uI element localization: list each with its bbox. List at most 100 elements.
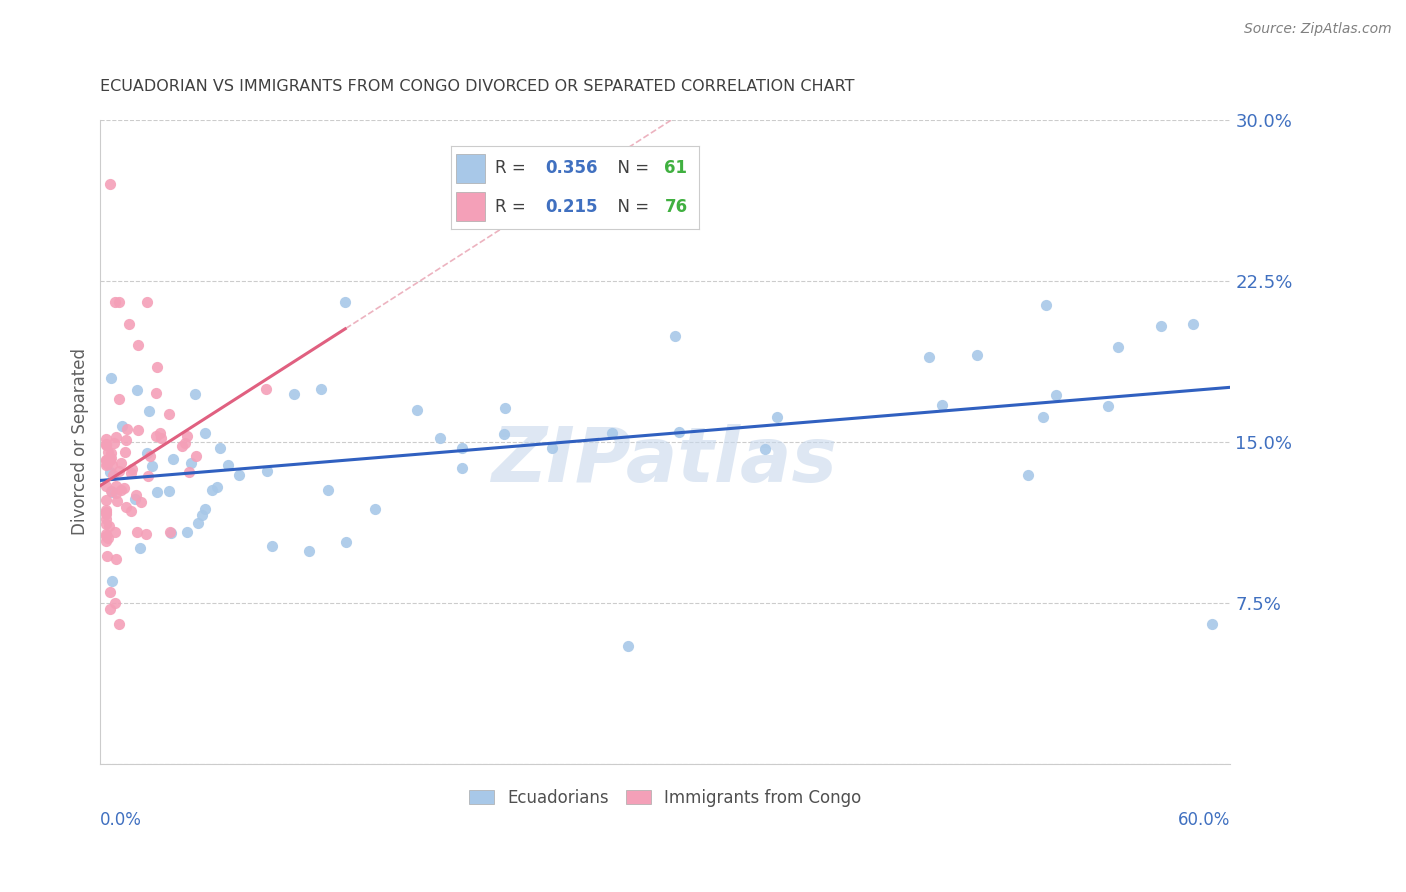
Point [104, 479, 127, 493]
Point [97, 444, 120, 458]
Point [104, 429, 127, 443]
Point [136, 446, 159, 460]
Point [110, 456, 132, 470]
Point [283, 386, 305, 401]
Point [1045, 387, 1067, 401]
Point [309, 382, 332, 396]
Point [96, 436, 118, 450]
Point [97, 531, 120, 545]
Text: Source: ZipAtlas.com: Source: ZipAtlas.com [1244, 22, 1392, 37]
Point [100, 446, 122, 460]
Point [94, 527, 117, 541]
Point [157, 407, 180, 421]
Point [128, 541, 150, 556]
Point [98, 602, 121, 616]
Point [94, 458, 117, 472]
Point [125, 384, 148, 398]
Point [107, 392, 129, 406]
Point [335, 295, 357, 310]
Point [177, 466, 200, 480]
Point [209, 441, 232, 455]
Text: 60.0%: 60.0% [1178, 811, 1230, 830]
Point [114, 444, 136, 458]
Point [105, 494, 128, 508]
Point [363, 502, 385, 516]
Point [450, 441, 472, 455]
Point [1150, 318, 1173, 333]
Point [1097, 400, 1119, 414]
Point [256, 383, 278, 397]
Point [139, 449, 162, 463]
Point [966, 348, 988, 362]
Point [104, 295, 127, 310]
Point [94, 533, 117, 548]
Point [108, 617, 131, 632]
Point [664, 329, 686, 343]
Y-axis label: Divorced or Separated: Divorced or Separated [72, 349, 89, 535]
Point [127, 423, 149, 437]
Point [162, 451, 184, 466]
Point [103, 436, 125, 450]
Point [159, 526, 181, 541]
Point [110, 483, 132, 497]
Point [121, 462, 143, 476]
Point [108, 295, 131, 310]
Point [127, 524, 149, 539]
Point [120, 466, 142, 480]
Point [184, 386, 207, 401]
Point [176, 429, 198, 443]
Point [260, 539, 283, 553]
Point [616, 639, 638, 653]
Text: ZIPatlas: ZIPatlas [492, 425, 838, 499]
Point [766, 409, 789, 424]
Point [180, 456, 202, 470]
Point [94, 517, 117, 532]
Point [205, 480, 228, 494]
Point [94, 432, 117, 446]
Point [117, 317, 139, 331]
Point [96, 438, 118, 452]
Point [94, 493, 117, 508]
Point [174, 436, 197, 450]
Point [100, 485, 122, 500]
Point [335, 535, 357, 549]
Point [668, 425, 690, 440]
Point [141, 459, 163, 474]
Point [149, 425, 172, 440]
Point [754, 442, 776, 456]
Point [194, 501, 217, 516]
Point [429, 431, 451, 445]
Point [104, 552, 127, 566]
Point [104, 596, 127, 610]
Point [191, 508, 214, 523]
Point [98, 585, 121, 599]
Point [931, 398, 953, 412]
Point [187, 516, 209, 531]
Point [600, 426, 623, 441]
Point [1181, 317, 1204, 331]
Point [1107, 340, 1129, 354]
Point [98, 453, 121, 467]
Point [157, 484, 180, 499]
Point [115, 433, 138, 447]
Point [94, 512, 117, 526]
Point [125, 488, 148, 502]
Point [1017, 467, 1039, 482]
Point [298, 544, 321, 558]
Point [145, 386, 167, 401]
Point [108, 464, 131, 478]
Point [94, 453, 117, 467]
Point [1201, 617, 1223, 632]
Point [98, 465, 121, 479]
Point [94, 503, 117, 517]
Point [145, 429, 167, 443]
Point [541, 441, 564, 455]
Point [172, 439, 194, 453]
Point [100, 458, 122, 472]
Point [136, 468, 159, 483]
Point [117, 422, 139, 436]
Point [492, 427, 515, 442]
Point [1035, 297, 1057, 311]
Point [136, 295, 159, 310]
Point [159, 524, 181, 539]
